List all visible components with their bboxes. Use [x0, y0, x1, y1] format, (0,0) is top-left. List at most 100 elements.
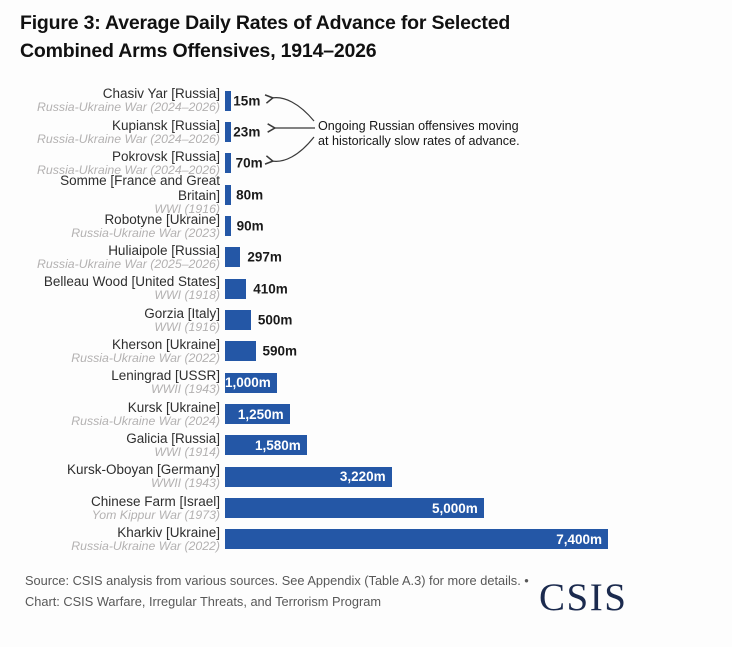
chart-row: Galicia [Russia] WWI (1914) 1,580m	[20, 430, 720, 461]
figure-title: Figure 3: Average Daily Rates of Advance…	[20, 10, 700, 65]
bar-category-label: Chasiv Yar [Russia]	[102, 86, 220, 102]
chart-row: Leningrad [USSR] WWII (1943) 1,000m	[20, 367, 720, 398]
bar-category-label: Kursk-Oboyan [Germany]	[66, 462, 220, 478]
bar-category-label: Pokrovsk [Russia]	[111, 148, 220, 164]
chart-row: Huliaipole [Russia] Russia-Ukraine War (…	[20, 242, 720, 273]
bar	[225, 247, 241, 268]
bar-value-label: 15m	[233, 93, 261, 109]
bar-war-label: Russia-Ukraine War (2024)	[71, 413, 220, 428]
bar-war-label: Russia-Ukraine War (2024–2026)	[37, 131, 220, 146]
chart-row: Chasiv Yar [Russia] Russia-Ukraine War (…	[20, 85, 720, 116]
bar-category-label: Belleau Wood [United States]	[43, 274, 220, 290]
bar-track: 410m	[225, 278, 720, 299]
chart-row: Belleau Wood [United States] WWI (1918) …	[20, 273, 720, 304]
bar: 3,220m	[225, 466, 392, 487]
bar-value-label: 5,000m	[431, 500, 478, 516]
bar-track: 1,250m	[225, 404, 720, 425]
chart-row: Kharkiv [Ukraine] Russia-Ukraine War (20…	[20, 524, 720, 555]
chart-credit-line: Chart: CSIS Warfare, Irregular Threats, …	[25, 593, 382, 609]
bar-value-label: 90m	[236, 218, 264, 234]
bar-category-label: Kherson [Ukraine]	[111, 336, 220, 352]
bar-track: 1,000m	[224, 372, 720, 393]
bar-category-label: Leningrad [USSR]	[111, 368, 220, 384]
source-line: Source: CSIS analysis from various sourc…	[25, 573, 529, 588]
figure-title-line1: Figure 3: Average Daily Rates of Advance…	[20, 12, 511, 34]
bar	[225, 310, 251, 331]
annotation-line1: Ongoing Russian offensives moving	[318, 119, 519, 133]
chart-row: Kupiansk [Russia] Russia-Ukraine War (20…	[20, 116, 720, 147]
bar-category-label: Gorzia [Italy]	[144, 305, 220, 321]
bar: 7,400m	[225, 529, 608, 550]
bar-category-label: Chinese Farm [Israel]	[90, 493, 220, 509]
bar-war-label: WWII (1943)	[150, 476, 220, 491]
bar	[225, 216, 231, 237]
bar-value-label: 70m	[235, 155, 263, 171]
bar	[225, 122, 231, 143]
bar-war-label: Russia-Ukraine War (2023)	[71, 225, 220, 240]
bar-category-label: Huliaipole [Russia]	[108, 242, 220, 258]
bar-war-label: WWII (1943)	[150, 382, 220, 397]
bar-value-label: 1,000m	[224, 375, 271, 391]
bar-track: 297m	[225, 247, 720, 268]
bar	[225, 184, 231, 205]
bar-track: 1,580m	[225, 435, 720, 456]
bar-value-label: 297m	[247, 249, 282, 265]
bar	[225, 153, 231, 174]
bar	[225, 278, 247, 299]
bar-war-label: Yom Kippur War (1973)	[91, 507, 220, 522]
bar-value-label: 3,220m	[339, 469, 386, 485]
bar-category-label: Kharkiv [Ukraine]	[117, 525, 220, 541]
bar: 1,250m	[225, 404, 290, 425]
bar-track: 23m	[225, 122, 720, 143]
bar-track: 500m	[225, 310, 720, 331]
bar-track: 5,000m	[225, 498, 720, 519]
bar: 1,580m	[225, 435, 307, 456]
bar-value-label: 80m	[236, 187, 264, 203]
bar-track: 90m	[225, 216, 720, 237]
annotation-text: Ongoing Russian offensives moving at his…	[318, 119, 548, 148]
figure-title-line2: Combined Arms Offensives, 1914–2026	[20, 39, 377, 62]
bar-war-label: WWI (1914)	[154, 445, 220, 460]
source-note: Source: CSIS analysis from various sourc…	[25, 571, 545, 612]
bar-value-label: 23m	[233, 124, 261, 140]
annotation-line2: at historically slow rates of advance.	[318, 133, 520, 148]
bar: 1,000m	[224, 372, 277, 393]
bar-category-label: Kursk [Ukraine]	[127, 399, 220, 415]
bar-war-label: WWI (1918)	[154, 288, 220, 303]
bar-value-label: 1,580m	[254, 437, 301, 453]
bar-war-label: WWI (1916)	[154, 201, 220, 216]
bar-track: 7,400m	[225, 529, 720, 550]
chart-row: Somme [France and Great Britain] WWI (19…	[20, 173, 720, 216]
bar-war-label: WWI (1916)	[154, 319, 220, 334]
chart-row: Pokrovsk [Russia] Russia-Ukraine War (20…	[20, 148, 720, 179]
chart-row: Kursk [Ukraine] Russia-Ukraine War (2024…	[20, 398, 720, 429]
bar-track: 15m	[225, 90, 720, 111]
bar-category-label: Somme [France and Great Britain]	[60, 172, 220, 203]
bar-track: 590m	[225, 341, 720, 362]
bar-track: 70m	[225, 153, 720, 174]
chart-row: Kursk-Oboyan [Germany] WWII (1943) 3,220…	[20, 461, 720, 492]
bar-war-label: Russia-Ukraine War (2022)	[71, 351, 220, 366]
bar-value-label: 500m	[257, 312, 293, 328]
bar: 5,000m	[225, 498, 484, 519]
chart-row: Kherson [Ukraine] Russia-Ukraine War (20…	[20, 336, 720, 367]
bar-category-label: Kupiansk [Russia]	[111, 117, 220, 133]
bar-value-label: 1,250m	[237, 406, 284, 422]
bar-war-label: Russia-Ukraine War (2025–2026)	[37, 257, 220, 272]
bar-value-label: 590m	[262, 343, 298, 359]
bar-war-label: Russia-Ukraine War (2024–2026)	[37, 163, 220, 178]
bar-war-label: Russia-Ukraine War (2022)	[71, 539, 220, 554]
bar-track: 80m	[225, 184, 720, 205]
chart-row: Chinese Farm [Israel] Yom Kippur War (19…	[20, 492, 720, 523]
csis-logo: CSIS	[539, 576, 628, 619]
bar-value-label: 7,400m	[556, 531, 602, 547]
bar	[225, 341, 256, 362]
bar-track: 3,220m	[225, 466, 720, 487]
bar-category-label: Robotyne [Ukraine]	[104, 211, 220, 227]
bar-value-label: 410m	[253, 281, 288, 297]
bar-category-label: Galicia [Russia]	[126, 431, 220, 447]
bar-war-label: Russia-Ukraine War (2024–2026)	[37, 100, 220, 115]
bar	[225, 90, 231, 111]
chart-row: Gorzia [Italy] WWI (1916) 500m	[20, 304, 720, 335]
